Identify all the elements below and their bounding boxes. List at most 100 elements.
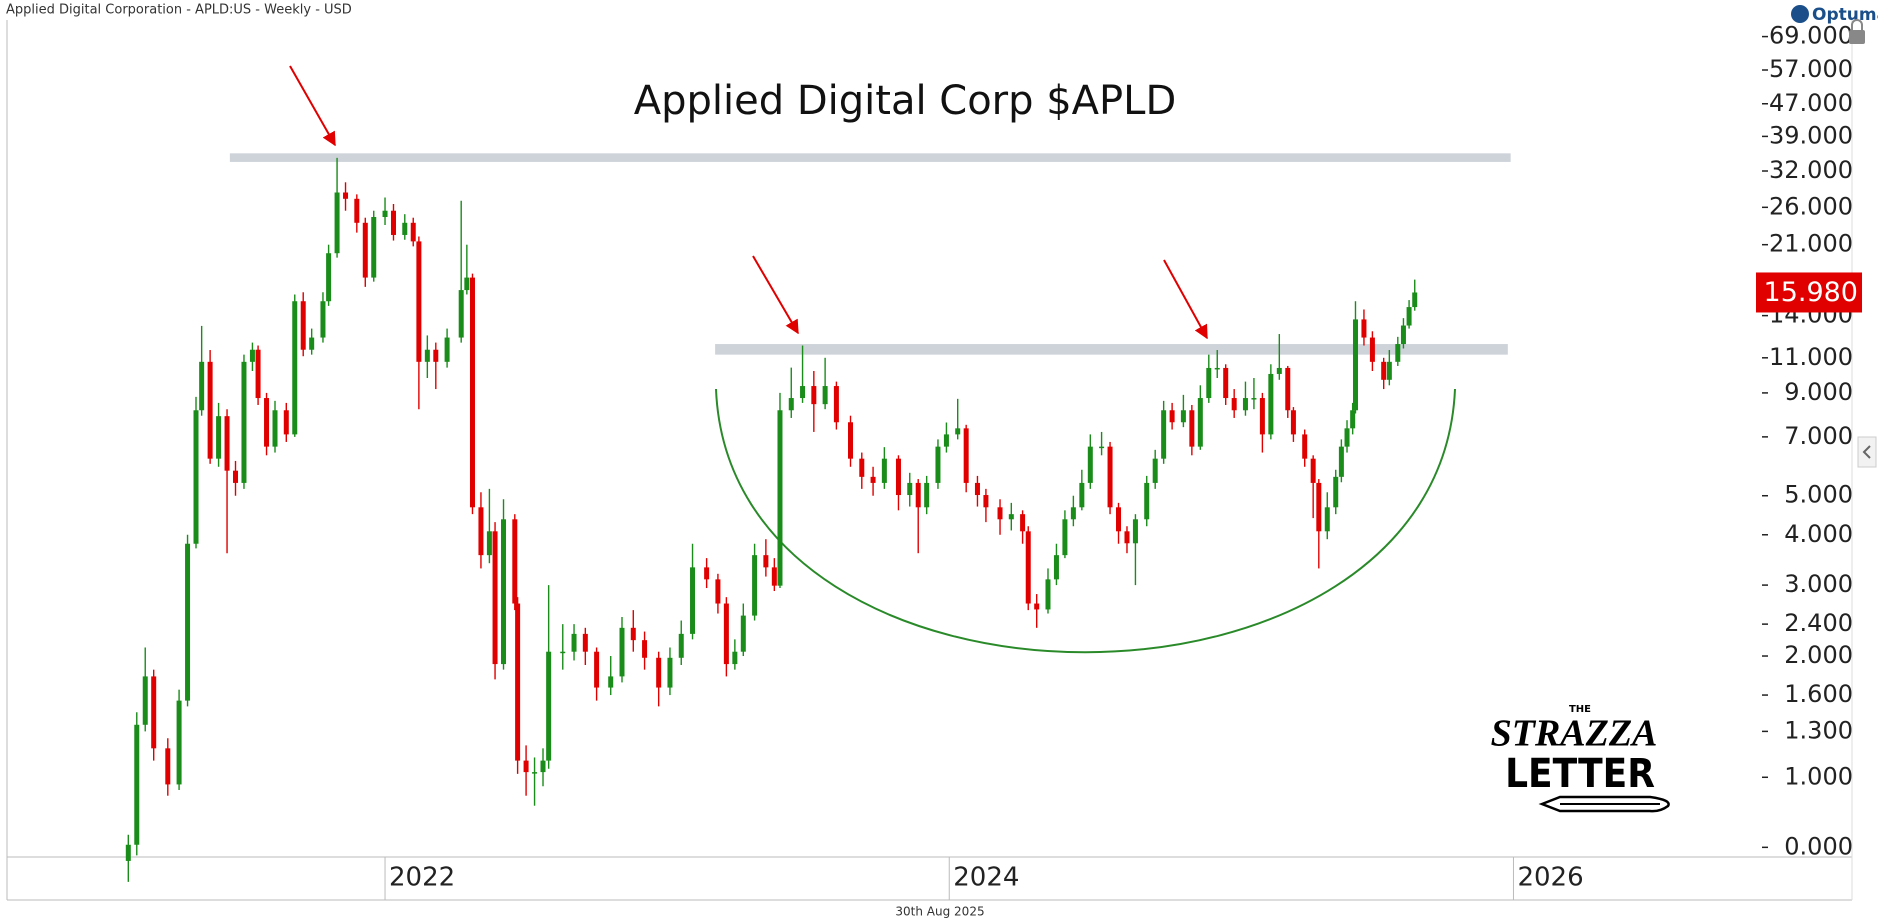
candle-body [935, 446, 941, 483]
candle-body [165, 748, 171, 785]
candle-body [371, 217, 377, 278]
candle-body [512, 519, 518, 604]
candle-body [800, 386, 806, 399]
candle-body [362, 222, 368, 278]
candle-body [924, 482, 930, 508]
candle-body [1189, 410, 1195, 447]
y-tick-label: 57.000 [1769, 55, 1853, 83]
candle-body [630, 627, 636, 641]
candle-body [199, 361, 205, 411]
candle-body [656, 657, 662, 688]
candle-body [1070, 507, 1076, 520]
candle-body [125, 844, 131, 861]
toggle-chevron [1862, 445, 1871, 459]
candle-body [486, 531, 492, 556]
candle-body [469, 277, 475, 508]
candle-body [1333, 476, 1339, 508]
lock-icon[interactable] [1849, 30, 1865, 44]
candle-body [1053, 555, 1059, 580]
candle-body [1152, 458, 1158, 483]
candle-body [822, 386, 828, 405]
candle-body [870, 476, 876, 483]
candle-body [560, 651, 566, 654]
arrow [1163, 259, 1208, 340]
candle-body [424, 349, 430, 362]
candle-body [1386, 361, 1392, 380]
candle-body [1132, 519, 1138, 544]
resistance-band [229, 153, 1511, 162]
candle-body [283, 410, 289, 435]
candle-body [1008, 514, 1014, 520]
candle-body [1242, 398, 1248, 411]
candle-body [492, 531, 498, 665]
candle-body [1369, 337, 1375, 362]
candle-body [1276, 367, 1282, 374]
candle-body [458, 290, 464, 338]
candle-body [1231, 398, 1237, 411]
candle-body [433, 349, 439, 362]
candle-body [1161, 410, 1167, 459]
candle-body [619, 627, 625, 677]
candle-body [478, 507, 484, 556]
x-tick-label: 2026 [1517, 863, 1583, 893]
candle-body [1223, 367, 1229, 399]
candle-body [1087, 446, 1093, 483]
arrow [752, 255, 799, 335]
side-panel-toggle[interactable] [1857, 436, 1877, 468]
candle-body [410, 222, 416, 242]
candle-body [444, 337, 450, 362]
candle-body [300, 301, 306, 350]
candle-body [1350, 410, 1356, 429]
candle-body [264, 398, 270, 447]
resistance-band [715, 344, 1508, 355]
candle-body [983, 495, 989, 508]
candle-body [402, 222, 408, 235]
candle-body [848, 422, 854, 459]
candle-body [241, 361, 247, 483]
header: Applied Digital Corporation - APLD:US - … [6, 3, 352, 18]
candle-body [1268, 373, 1274, 435]
lock-shackle [1851, 19, 1863, 30]
y-tick-label: 0.000 [1784, 832, 1853, 860]
candle-body [1025, 531, 1031, 604]
candle-body [1062, 519, 1068, 556]
candle-body [1251, 398, 1257, 400]
candle-body [955, 428, 961, 435]
rounding-bottom-arc [715, 388, 1456, 654]
candle-body [326, 253, 332, 302]
logo: THE STRAZZA LETTER [1491, 704, 1670, 813]
candle-body [1381, 361, 1387, 380]
candle-body [1412, 292, 1418, 308]
candle-body [1107, 446, 1113, 508]
candle-body [1400, 325, 1406, 345]
candle-body [740, 615, 746, 652]
candle-body [1206, 367, 1212, 399]
brand-icon [1791, 5, 1809, 23]
candle-body [1180, 410, 1186, 423]
candle-body [1338, 446, 1344, 477]
candle-body [1124, 531, 1130, 544]
candle-body [704, 567, 710, 580]
candle-body [771, 567, 777, 586]
candle-body [354, 198, 360, 223]
candle-body [134, 724, 140, 845]
candle-body [224, 416, 230, 471]
x-tick-label: 2024 [953, 863, 1019, 893]
candle-body [292, 301, 298, 435]
y-tick-label: 4.000 [1784, 520, 1853, 548]
candle-body [667, 657, 673, 688]
logo-text: THE [1569, 704, 1591, 715]
footer-date: 30th Aug 2025 [895, 905, 984, 919]
candle-body [1361, 319, 1367, 338]
candle-body [763, 555, 769, 568]
candle-body [833, 386, 839, 423]
candle-body [881, 458, 887, 483]
candle-body [142, 676, 148, 725]
candle-body [546, 651, 552, 761]
candles [125, 157, 1418, 882]
candle-body [464, 277, 470, 291]
candle-body [1099, 446, 1105, 449]
candle-body [1034, 603, 1040, 610]
candle-body [732, 651, 738, 665]
candle-body [974, 482, 980, 496]
